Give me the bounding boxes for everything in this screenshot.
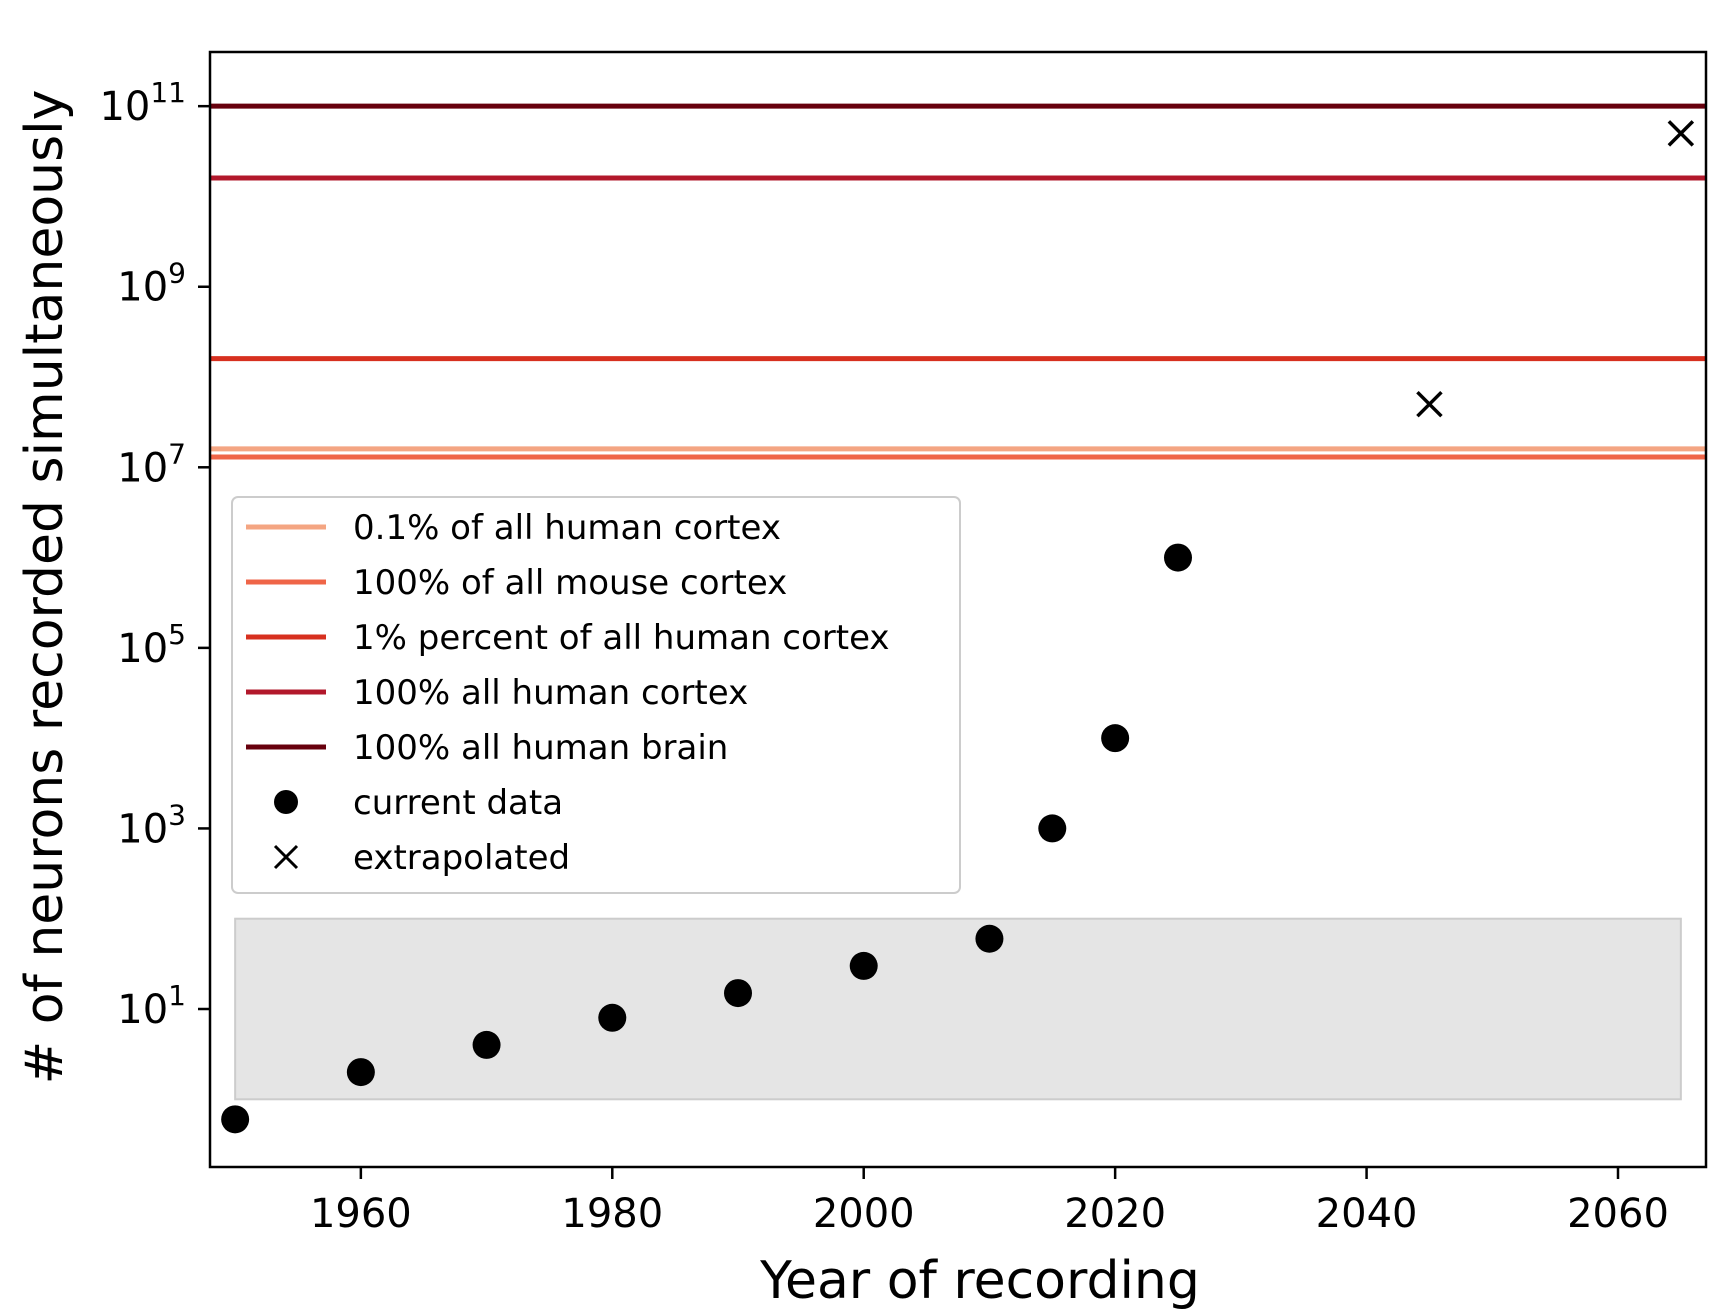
legend-label-5: 100% all human brain: [353, 728, 728, 768]
current-data-point-9: [1101, 724, 1130, 753]
current-data-point-6: [849, 951, 878, 980]
x-tick-label-2: 1980: [561, 1191, 663, 1237]
y-tick-label-6: 101: [117, 979, 186, 1033]
current-data-point-1: [221, 1105, 250, 1134]
legend-label-7: extrapolated: [353, 838, 570, 878]
x-tick-label-3: 2000: [813, 1191, 915, 1237]
y-tick-label-5: 103: [117, 798, 186, 852]
extrapolated-point-2: [1667, 120, 1695, 147]
current-data-point-3: [472, 1030, 501, 1059]
current-data-point-4: [598, 1003, 627, 1032]
legend-label-2: 100% of all mouse cortex: [353, 563, 787, 603]
x-tick-label-4: 2020: [1064, 1191, 1166, 1237]
legend-box: [231, 496, 961, 894]
y-tick-label-4: 105: [117, 618, 186, 672]
y-axis-title: # of neurons recorded simultaneously: [15, 90, 75, 1085]
legend: 0.1% of all human cortex 100% of all mous…: [231, 496, 961, 894]
current-data-point-8: [1038, 814, 1067, 843]
legend-label-4: 100% all human cortex: [353, 673, 748, 713]
legend-label-3: 1% percent of all human cortex: [353, 618, 890, 658]
x-tick-label-1: 1960: [310, 1191, 412, 1237]
y-tick-label-1: 1011: [99, 76, 186, 130]
current-data-point-5: [724, 979, 752, 1008]
current-data-point-7: [975, 924, 1004, 953]
current-data-point-10: [1164, 543, 1192, 572]
x-tick-label-5: 2040: [1316, 1191, 1418, 1237]
legend-label-6: current data: [353, 783, 563, 823]
y-tick-label-3: 107: [117, 437, 186, 491]
legend-handle-7: [273, 844, 299, 870]
axes-frame: [208, 50, 1708, 1169]
plot-area: 1960 1980 2000 2020 2040 2060 1011 109 107 105 103…: [99, 50, 1708, 1237]
extrapolated-point-1: [1416, 390, 1443, 418]
x-tick-label-6: 2060: [1567, 1191, 1669, 1237]
shaded-band: [234, 917, 1682, 1101]
y-tick-label-2: 109: [117, 257, 186, 311]
x-axis-title: Year of recording: [759, 1251, 1200, 1311]
legend-label-1: 0.1% of all human cortex: [353, 508, 781, 548]
legend-handle-6: [274, 790, 298, 814]
current-data-point-2: [346, 1058, 375, 1087]
